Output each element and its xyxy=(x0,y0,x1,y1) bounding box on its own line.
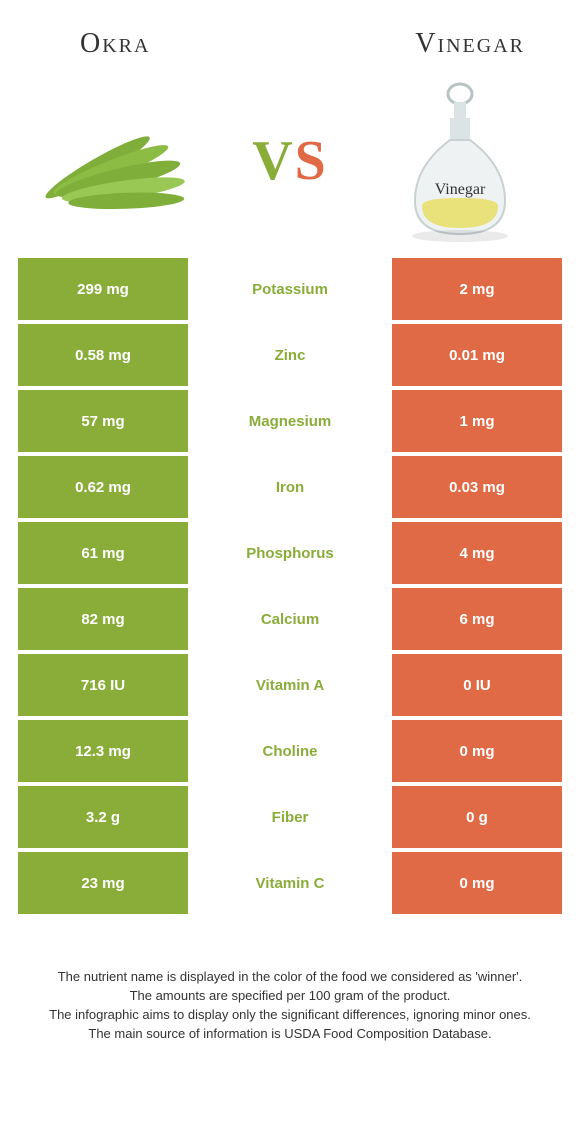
value-left: 299 mg xyxy=(18,258,188,320)
nutrient-label: Vitamin C xyxy=(188,852,392,914)
nutrient-label: Calcium xyxy=(188,588,392,650)
nutrient-table: 299 mgPotassium2 mg0.58 mgZinc0.01 mg57 … xyxy=(0,258,580,914)
title-okra: Okra xyxy=(80,28,150,60)
vinegar-image: Vinegar xyxy=(380,81,540,241)
value-right: 2 mg xyxy=(392,258,562,320)
value-left: 0.58 mg xyxy=(18,324,188,386)
value-right: 0.03 mg xyxy=(392,456,562,518)
nutrient-label: Fiber xyxy=(188,786,392,848)
nutrient-row: 0.58 mgZinc0.01 mg xyxy=(18,324,562,386)
value-left: 0.62 mg xyxy=(18,456,188,518)
value-left: 61 mg xyxy=(18,522,188,584)
nutrient-label: Potassium xyxy=(188,258,392,320)
value-left: 23 mg xyxy=(18,852,188,914)
nutrient-row: 716 IUVitamin A0 IU xyxy=(18,654,562,716)
nutrient-row: 61 mgPhosphorus4 mg xyxy=(18,522,562,584)
images-row: VS Vinegar xyxy=(0,68,580,258)
vs-v: V xyxy=(252,130,294,192)
value-left: 82 mg xyxy=(18,588,188,650)
title-vinegar: Vinegar xyxy=(415,28,525,60)
value-right: 0 g xyxy=(392,786,562,848)
vs-s: S xyxy=(295,130,328,192)
nutrient-row: 299 mgPotassium2 mg xyxy=(18,258,562,320)
value-right: 1 mg xyxy=(392,390,562,452)
nutrient-row: 3.2 gFiber0 g xyxy=(18,786,562,848)
footer-notes: The nutrient name is displayed in the co… xyxy=(0,918,580,1043)
nutrient-label: Phosphorus xyxy=(188,522,392,584)
footer-line-1: The nutrient name is displayed in the co… xyxy=(30,968,550,987)
nutrient-label: Choline xyxy=(188,720,392,782)
nutrient-row: 57 mgMagnesium1 mg xyxy=(18,390,562,452)
value-right: 0 IU xyxy=(392,654,562,716)
svg-text:Vinegar: Vinegar xyxy=(435,181,486,198)
value-right: 4 mg xyxy=(392,522,562,584)
value-left: 716 IU xyxy=(18,654,188,716)
value-left: 57 mg xyxy=(18,390,188,452)
nutrient-label: Zinc xyxy=(188,324,392,386)
okra-image xyxy=(40,81,200,241)
footer-line-3: The infographic aims to display only the… xyxy=(30,1006,550,1025)
value-left: 12.3 mg xyxy=(18,720,188,782)
nutrient-label: Iron xyxy=(188,456,392,518)
nutrient-label: Magnesium xyxy=(188,390,392,452)
value-right: 0.01 mg xyxy=(392,324,562,386)
value-right: 0 mg xyxy=(392,852,562,914)
value-right: 0 mg xyxy=(392,720,562,782)
nutrient-row: 12.3 mgCholine0 mg xyxy=(18,720,562,782)
footer-line-4: The main source of information is USDA F… xyxy=(30,1025,550,1044)
vs-label: VS xyxy=(252,129,328,193)
value-left: 3.2 g xyxy=(18,786,188,848)
nutrient-row: 82 mgCalcium6 mg xyxy=(18,588,562,650)
value-right: 6 mg xyxy=(392,588,562,650)
nutrient-label: Vitamin A xyxy=(188,654,392,716)
nutrient-row: 0.62 mgIron0.03 mg xyxy=(18,456,562,518)
header: Okra Vinegar xyxy=(0,0,580,68)
nutrient-row: 23 mgVitamin C0 mg xyxy=(18,852,562,914)
footer-line-2: The amounts are specified per 100 gram o… xyxy=(30,987,550,1006)
